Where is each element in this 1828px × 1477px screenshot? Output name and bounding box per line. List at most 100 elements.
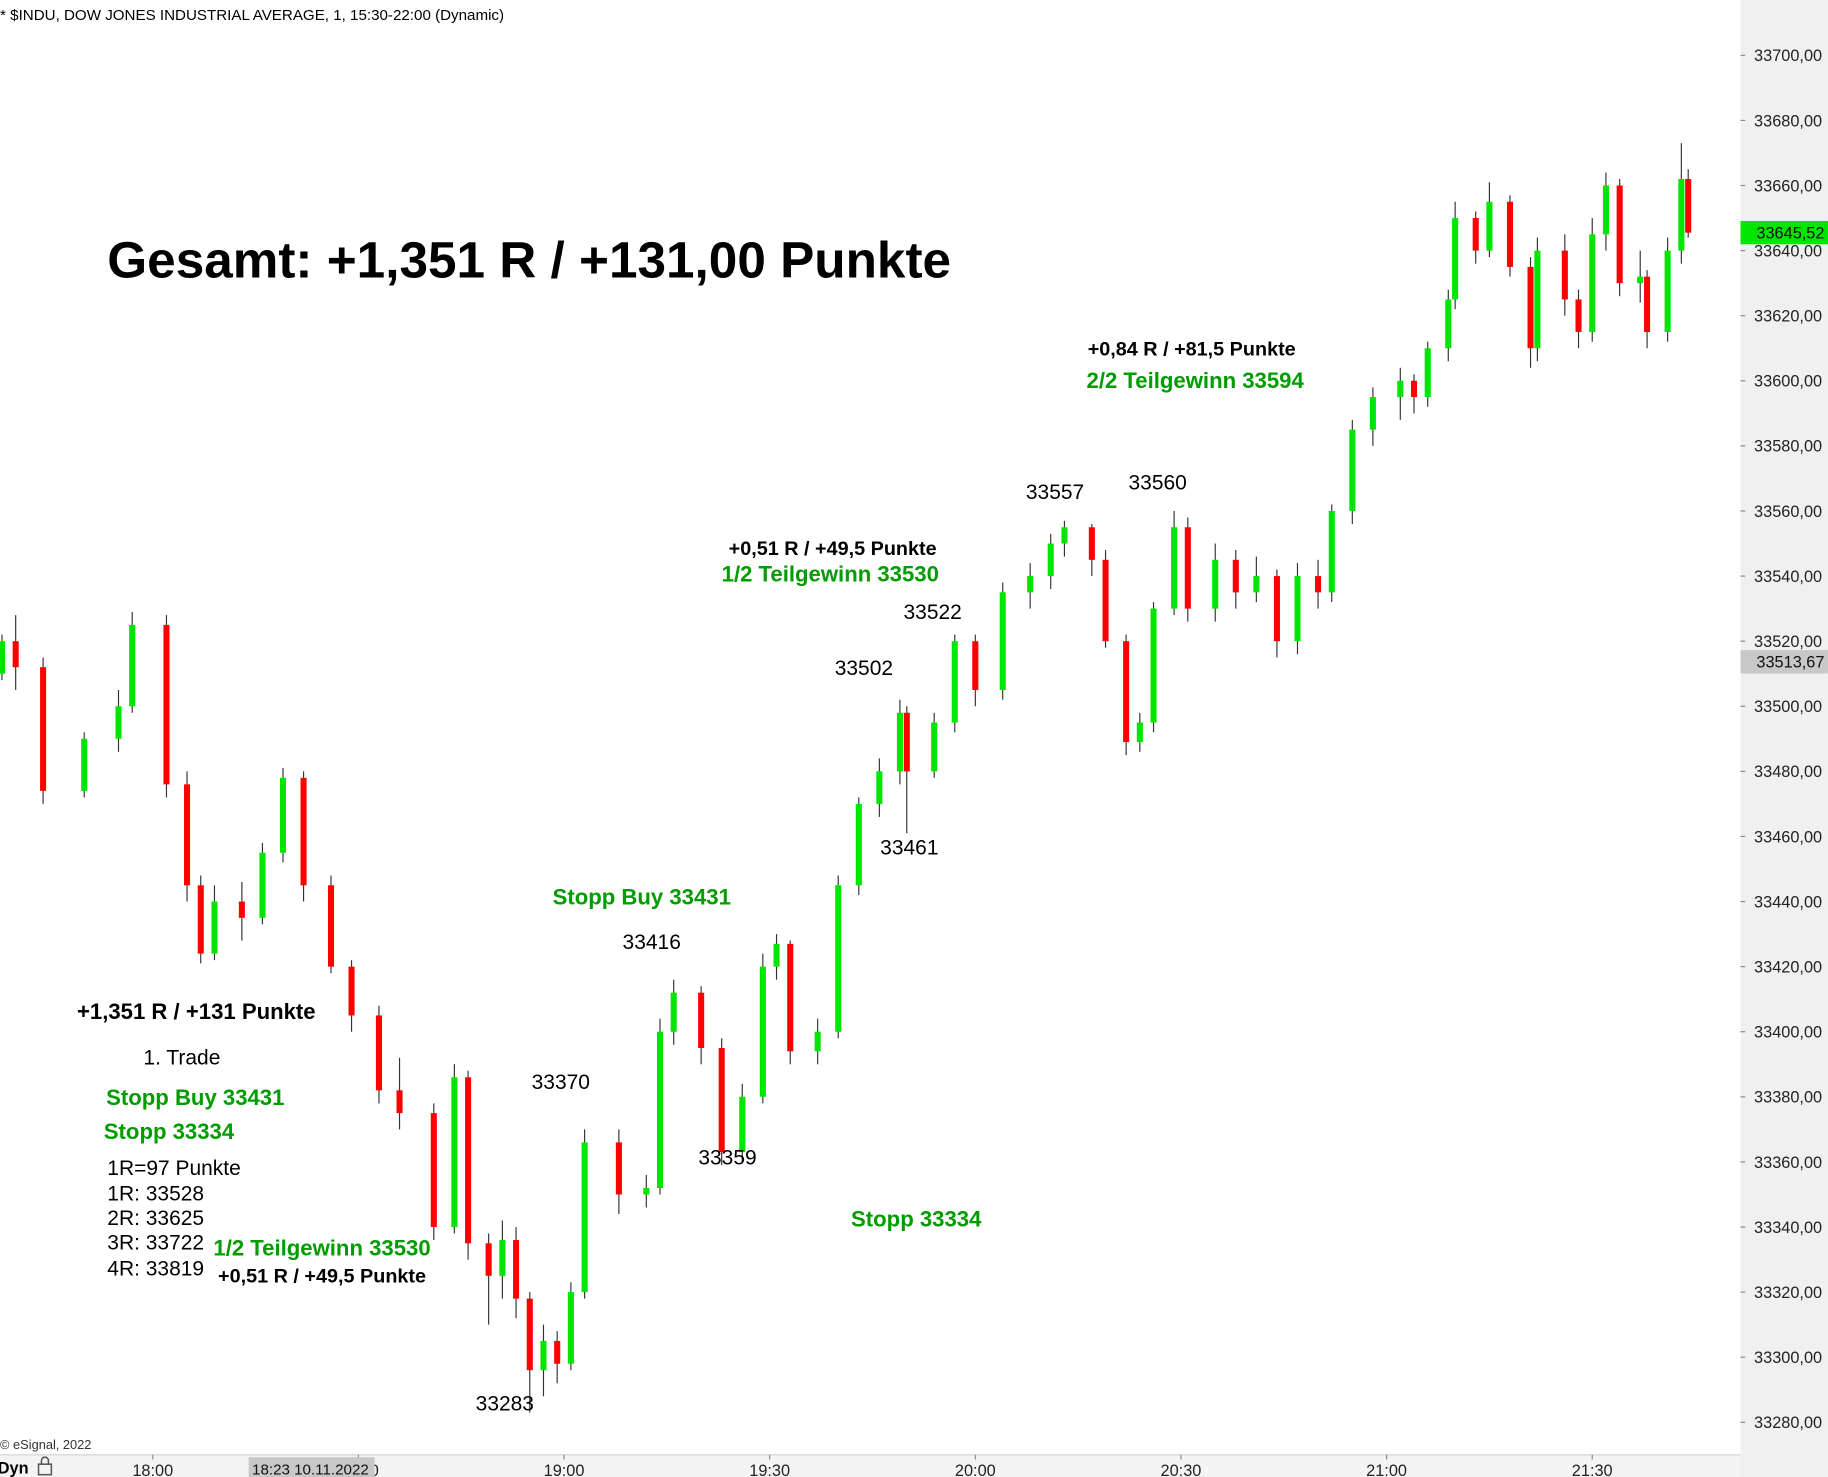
crosshair-price-box [1740, 650, 1828, 674]
candle-body [1171, 527, 1178, 609]
candle-body [1061, 527, 1068, 544]
x-tick-label: 21:30 [1572, 1462, 1613, 1477]
candle-body [1212, 559, 1219, 609]
y-tick-label: 33300,00 [1754, 1349, 1822, 1367]
candle-body [1369, 397, 1376, 430]
candle-body [163, 624, 170, 785]
y-tick-label: 33580,00 [1754, 438, 1822, 456]
annotation: 33557 [1026, 481, 1084, 504]
annotation: Stopp Buy 33431 [106, 1085, 284, 1110]
annotation: 33502 [835, 657, 893, 680]
candle-body [348, 966, 355, 1016]
crosshair-price-label: 33513,67 [1756, 654, 1824, 672]
candle-body [773, 943, 780, 967]
candle-body [1445, 299, 1452, 349]
annotation: 2R: 33625 [107, 1207, 204, 1230]
annotation: 1. Trade [143, 1046, 220, 1069]
candle-body [1253, 576, 1260, 593]
annotation: 33461 [880, 836, 938, 859]
y-tick-label: 33340,00 [1754, 1219, 1822, 1237]
candle-body [896, 712, 903, 772]
candle-body [1685, 179, 1692, 233]
candle-body [581, 1142, 588, 1293]
candle-body [396, 1090, 403, 1114]
annotation: +0,51 R / +49,5 Punkte [218, 1265, 426, 1287]
candle-body [300, 777, 307, 886]
annotation: 1/2 Teilgewinn 33530 [722, 562, 939, 587]
candle-body [1232, 559, 1239, 593]
candle-body [1315, 576, 1322, 593]
candle-body [972, 641, 979, 690]
candle-body [40, 667, 47, 791]
chart-title: * $INDU, DOW JONES INDUSTRIAL AVERAGE, 1… [0, 7, 504, 24]
candle-body [1184, 527, 1191, 609]
candle-body [718, 1048, 725, 1153]
crosshair-time-box [248, 1457, 375, 1477]
x-tick-label: 20:30 [1161, 1462, 1202, 1477]
y-tick-label: 33560,00 [1754, 503, 1822, 521]
candle-body [670, 992, 677, 1032]
candle-body [759, 966, 766, 1097]
candle-body [1294, 576, 1301, 642]
candle-body [1273, 576, 1280, 642]
lock-icon [37, 1456, 53, 1476]
y-tick-label: 33660,00 [1754, 177, 1822, 195]
candle-body [1349, 429, 1356, 511]
candle-body [1328, 510, 1335, 593]
candle-body [876, 771, 883, 804]
candle-body [129, 624, 136, 707]
candle-body [1136, 722, 1143, 743]
annotation: 2/2 Teilgewinn 33594 [1087, 368, 1305, 393]
candle-body [1589, 234, 1596, 332]
x-tick-label: 20:00 [955, 1462, 996, 1477]
candle-body [814, 1031, 821, 1052]
candle-body [327, 885, 335, 967]
x-tick-label: 19:00 [544, 1462, 585, 1477]
last-price-label: 33645,52 [1756, 224, 1824, 242]
x-tick-label: 21:00 [1366, 1462, 1407, 1477]
candle-body [1616, 185, 1623, 284]
candle-body [238, 901, 245, 918]
candle-body [0, 641, 5, 674]
y-tick-label: 33620,00 [1754, 308, 1822, 326]
y-tick-label: 33680,00 [1754, 112, 1822, 130]
candle-body [184, 784, 191, 886]
annotation: Stopp 33334 [851, 1206, 982, 1231]
copyright: © eSignal, 2022 [0, 1437, 91, 1452]
candle-body [1102, 559, 1109, 642]
annotation: 33522 [904, 601, 962, 624]
annotation: 1R=97 Punkte [107, 1157, 240, 1180]
candle-body [1452, 218, 1459, 300]
candle-body [1486, 201, 1493, 251]
candle-body [1088, 527, 1095, 560]
candle-body [465, 1077, 472, 1244]
crosshair-time-label: 18:23 10.11.2022 [252, 1462, 369, 1477]
candle-body [540, 1340, 547, 1371]
candle-body [430, 1113, 437, 1228]
annotation: 33370 [532, 1071, 590, 1094]
annotation: 1/2 Teilgewinn 33530 [213, 1236, 430, 1261]
annotation: 3R: 33722 [107, 1232, 204, 1255]
y-tick-label: 33280,00 [1754, 1414, 1822, 1432]
candle-body [197, 885, 204, 954]
candle-body [1150, 608, 1157, 723]
annotation: +0,84 R / +81,5 Punkte [1088, 339, 1296, 361]
candle-body [451, 1077, 458, 1228]
y-tick-label: 33520,00 [1754, 633, 1822, 651]
y-tick-label: 33600,00 [1754, 373, 1822, 391]
candle-body [1424, 348, 1431, 398]
candle-body [1561, 250, 1568, 300]
annotation: +1,351 R / +131 Punkte [77, 999, 316, 1024]
candles [0, 143, 1692, 1413]
annotations: Gesamt: +1,351 R / +131,00 Punkte +0,84 … [77, 231, 1304, 1415]
y-tick-label: 33380,00 [1754, 1089, 1822, 1107]
y-tick-label: 33440,00 [1754, 893, 1822, 911]
x-tick-label: 19:30 [749, 1462, 790, 1477]
candle-body [499, 1240, 506, 1276]
y-tick-label: 33700,00 [1754, 47, 1822, 65]
annotation: 33283 [476, 1393, 534, 1416]
y-tick-label: 33540,00 [1754, 568, 1822, 586]
candle-body [526, 1298, 533, 1371]
candle-body [739, 1096, 746, 1153]
